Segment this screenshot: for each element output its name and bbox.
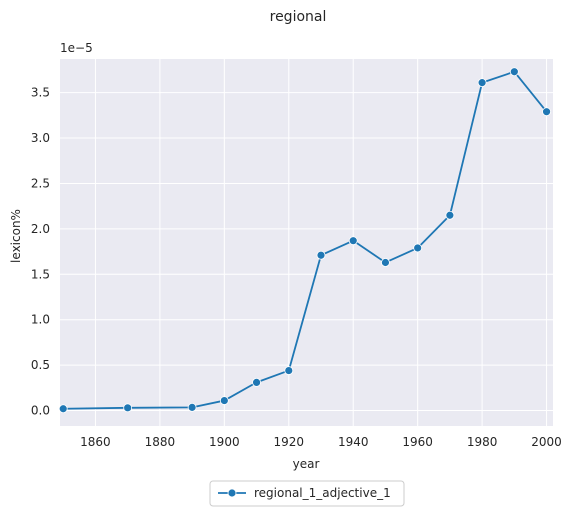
x-tick-label: 1860 xyxy=(80,435,111,449)
data-point xyxy=(219,396,229,405)
series-line xyxy=(63,70,548,410)
y-tick-label: 2.5 xyxy=(31,176,50,190)
x-tick-label: 1980 xyxy=(467,435,498,449)
plot-area xyxy=(60,59,553,426)
data-point xyxy=(477,78,487,88)
data-point xyxy=(187,402,197,412)
data-point xyxy=(542,107,551,117)
x-tick-label: 1900 xyxy=(209,435,240,449)
x-axis-label: year xyxy=(293,457,320,471)
x-tick-label: 1960 xyxy=(402,435,433,449)
data-point xyxy=(348,236,358,246)
x-axis-ticks: 1860 1880 1900 1920 1940 1960 1980 2000 xyxy=(80,435,562,449)
data-point xyxy=(58,404,68,414)
data-point xyxy=(413,243,423,253)
y-tick-label: 0.5 xyxy=(31,358,50,372)
x-tick-label: 2000 xyxy=(531,435,562,449)
data-point xyxy=(445,210,455,220)
legend-box xyxy=(209,480,405,507)
y-axis-ticks: 0.0 0.5 1.0 1.5 2.0 2.5 3.0 3.5 xyxy=(31,86,50,418)
y-tick-label: 0.0 xyxy=(31,404,50,418)
y-tick-label: 3.0 xyxy=(31,131,50,145)
x-tick-label: 1880 xyxy=(145,435,176,449)
legend: regional_1_adjective_1 xyxy=(209,480,405,507)
data-point xyxy=(123,403,133,413)
chart-title: regional xyxy=(270,9,327,25)
legend-marker-swatch xyxy=(227,488,237,498)
data-point xyxy=(509,67,519,77)
series-layer xyxy=(58,67,551,414)
data-point xyxy=(316,250,326,260)
y-offset-label: 1e−5 xyxy=(60,41,93,55)
x-tick-label: 1940 xyxy=(338,435,369,449)
legend-label: regional_1_adjective_1 xyxy=(254,486,391,500)
y-axis-label: lexicon% xyxy=(9,209,23,263)
data-point xyxy=(252,377,261,387)
y-tick-label: 1.5 xyxy=(31,267,50,281)
y-tick-label: 2.0 xyxy=(31,222,50,236)
x-tick-label: 1920 xyxy=(274,435,305,449)
data-point xyxy=(284,366,294,375)
y-tick-label: 1.0 xyxy=(31,313,50,327)
data-point xyxy=(381,258,390,267)
y-tick-label: 3.5 xyxy=(31,86,50,100)
